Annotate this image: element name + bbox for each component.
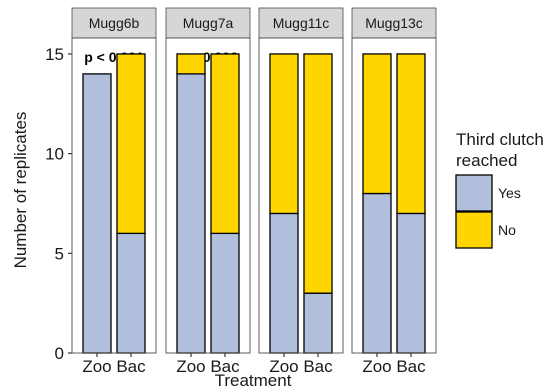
bar-yes-mugg6b-bac [116, 232, 146, 354]
bar-no-mugg7a-bac [210, 53, 240, 235]
bar-yes-mugg13c-bac [396, 212, 426, 354]
y-tick-label: 15 [45, 45, 64, 64]
bar-yes-mugg7a-zoo [176, 73, 206, 354]
legend-label-yes: Yes [498, 185, 521, 201]
panel-border-mugg6b [71, 37, 157, 354]
y-axis-title: Number of replicates [11, 112, 30, 269]
x-tick-label-bac: Bac [396, 357, 426, 376]
x-tick-label-zoo: Zoo [269, 357, 298, 376]
facet-strip-label-mugg13c: Mugg13c [365, 15, 423, 31]
bar-no-mugg13c-zoo [362, 53, 392, 195]
bar-yes-mugg11c-zoo [269, 212, 299, 354]
facet-strip-mugg11c [258, 7, 344, 39]
facet-strip-label-mugg6b: Mugg6b [89, 15, 140, 31]
bar-no-mugg7a-zoo [176, 53, 206, 75]
bar-no-mugg11c-bac [303, 53, 333, 294]
bar-yes-mugg11c-bac [303, 292, 333, 354]
legend: Third clutch reached Yes No [455, 130, 544, 249]
facet-strip-label-mugg7a: Mugg7a [183, 15, 234, 31]
bar-yes-mugg6b-zoo [82, 73, 112, 354]
panel-border-mugg7a [165, 37, 251, 354]
bar-no-mugg6b-bac [116, 53, 146, 235]
facet-strip-label-mugg11c: Mugg11c [273, 15, 330, 31]
legend-key-no [455, 211, 493, 249]
x-axis-title: Treatment [215, 371, 292, 390]
x-tick-label-zoo: Zoo [176, 357, 205, 376]
bar-no-mugg11c-zoo [269, 53, 299, 215]
legend-title-line-1: Third clutch [456, 130, 544, 149]
bar-yes-mugg7a-bac [210, 232, 240, 354]
x-tick-label-bac: Bac [210, 357, 240, 376]
legend-label-no: No [498, 222, 516, 238]
facet-strip-mugg7a [165, 7, 251, 39]
x-tick-label-zoo: Zoo [362, 357, 391, 376]
x-tick-label-bac: Bac [116, 357, 146, 376]
legend-title-line-2: reached [456, 151, 517, 170]
panel-border-mugg13c [351, 37, 437, 354]
bar-no-mugg13c-bac [396, 53, 426, 215]
legend-key-yes [455, 174, 493, 212]
x-tick-label-bac: Bac [303, 357, 333, 376]
x-tick-label-zoo: Zoo [82, 357, 111, 376]
bar-yes-mugg13c-zoo [362, 192, 392, 354]
facet-strip-mugg6b [71, 7, 157, 39]
y-tick-label: 10 [45, 145, 64, 164]
panel-border-mugg11c [258, 37, 344, 354]
y-tick-label: 0 [55, 344, 64, 363]
y-tick-label: 5 [55, 244, 64, 263]
